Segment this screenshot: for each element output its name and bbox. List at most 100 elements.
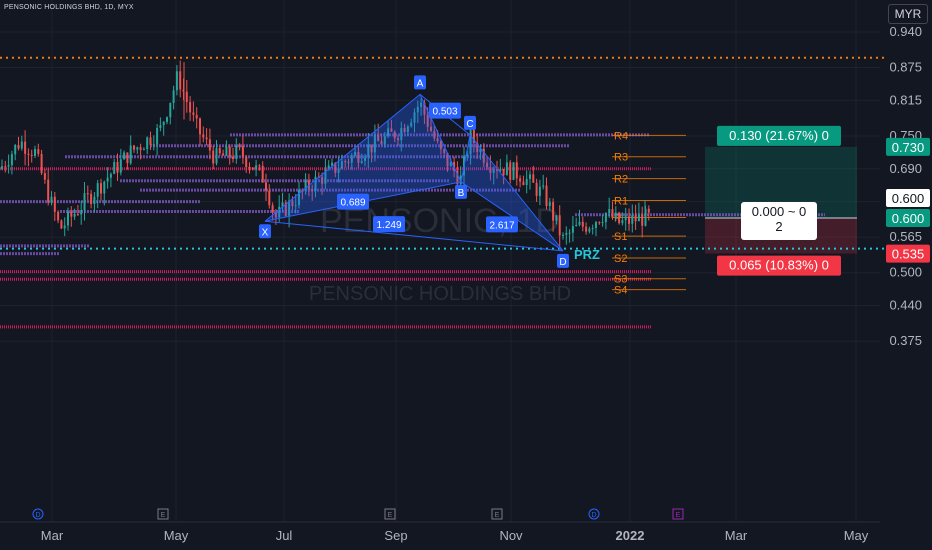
- candle-body: [281, 202, 284, 207]
- candle-body: [585, 226, 588, 232]
- time-axis: Mar May Jul Sep Nov 2022 Mar May: [0, 521, 880, 543]
- candle-body: [195, 114, 198, 119]
- candle: [215, 140, 218, 166]
- candle-body: [555, 215, 558, 221]
- candle: [443, 148, 446, 158]
- candle: [631, 204, 634, 233]
- candle: [558, 205, 561, 248]
- candle: [103, 180, 106, 206]
- candle-body: [360, 160, 363, 163]
- event-marker-label: E: [388, 512, 393, 519]
- pattern-point-label: X: [262, 227, 269, 238]
- candle: [578, 209, 581, 227]
- pivot-label-s2: S2: [614, 253, 627, 265]
- candle-body: [631, 215, 634, 224]
- candle: [406, 124, 409, 137]
- candle-body: [377, 134, 380, 142]
- candle: [608, 197, 611, 218]
- candle: [410, 118, 413, 128]
- candle-body: [205, 137, 208, 140]
- candle-body: [106, 177, 109, 182]
- price-axis-tick: 0.375: [889, 333, 922, 348]
- candle: [284, 199, 287, 218]
- candle: [446, 152, 449, 172]
- candle-body: [562, 234, 564, 236]
- candle-body: [601, 222, 604, 224]
- candle: [146, 136, 149, 155]
- candle-body: [304, 180, 307, 191]
- event-marker-shape: [32, 508, 44, 520]
- candle-body: [116, 162, 119, 173]
- candle: [439, 139, 442, 155]
- candle: [281, 192, 284, 212]
- candle-body: [486, 162, 489, 168]
- candle-body: [149, 137, 152, 145]
- candle: [258, 164, 261, 171]
- currency-selector[interactable]: MYR: [888, 4, 928, 24]
- candle: [364, 153, 366, 167]
- candle-body: [63, 225, 66, 229]
- price-axis-tick: 0.875: [889, 60, 922, 75]
- candle-body: [311, 189, 314, 191]
- candle: [538, 179, 541, 206]
- candle: [50, 191, 53, 206]
- candle: [179, 60, 182, 98]
- candle-body: [548, 202, 551, 206]
- candle: [152, 135, 155, 151]
- candle-body: [268, 190, 271, 206]
- pattern-point-box: [455, 184, 467, 199]
- candle: [476, 133, 479, 160]
- candle: [380, 133, 383, 145]
- candle: [634, 204, 637, 230]
- candle: [175, 64, 178, 96]
- candle: [238, 143, 241, 151]
- candle-body: [199, 118, 201, 135]
- candle-body: [172, 90, 175, 103]
- candle-body: [459, 175, 462, 185]
- pattern-ratio-box: [373, 216, 405, 233]
- candle: [60, 219, 63, 229]
- candle: [314, 170, 317, 198]
- candle-body: [552, 202, 555, 221]
- pattern-point-box: [259, 224, 271, 239]
- candle-body: [331, 162, 333, 166]
- pattern-point-d: D: [557, 253, 569, 268]
- pattern-ratio-label: 2.617: [486, 216, 518, 233]
- candle: [298, 181, 300, 209]
- candle-body: [604, 213, 607, 223]
- candle: [545, 177, 548, 210]
- candle-body: [347, 161, 350, 163]
- candle: [595, 220, 597, 237]
- candle: [159, 117, 162, 132]
- price-label-text: 0.600: [892, 191, 925, 206]
- candle: [142, 147, 145, 151]
- event-marker-shape: [157, 508, 169, 520]
- candle: [261, 161, 264, 183]
- candle: [383, 131, 386, 148]
- candle-body: [96, 183, 99, 197]
- position-stop-text: 0.065 (10.83%) 0: [729, 258, 829, 273]
- candle: [324, 158, 327, 190]
- position-target-text: 0.130 (21.67%) 0: [729, 128, 829, 143]
- candle: [67, 207, 69, 231]
- candle-body: [100, 183, 102, 194]
- candle-body: [400, 128, 403, 141]
- candle-body: [443, 149, 446, 153]
- pivot-label-p: P: [614, 212, 621, 224]
- candle: [17, 136, 20, 151]
- candle: [294, 194, 297, 214]
- candle-body: [591, 227, 594, 229]
- candle-body: [403, 128, 406, 133]
- candle-body: [581, 221, 584, 227]
- candle-body: [532, 174, 535, 183]
- candle-body: [255, 165, 258, 170]
- candle: [598, 221, 601, 225]
- candle: [93, 192, 96, 213]
- candle: [24, 130, 27, 166]
- candle-body: [446, 152, 449, 167]
- candle: [621, 212, 624, 226]
- pattern-ratio-label: 0.689: [337, 193, 369, 210]
- price-label-tag: 0.600: [886, 209, 930, 228]
